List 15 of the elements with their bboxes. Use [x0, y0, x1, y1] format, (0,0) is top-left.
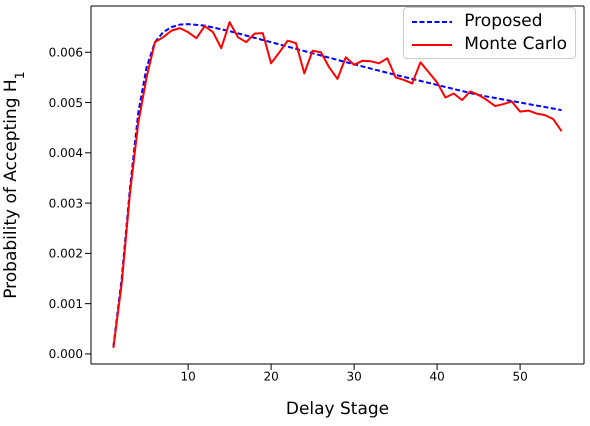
x-tick-label: 50	[512, 370, 528, 384]
legend-label: Monte Carlo	[464, 33, 567, 56]
y-tick-label: 0.001	[48, 296, 83, 311]
y-tick-label: 0.006	[48, 46, 83, 60]
x-axis-title: Delay Stage	[286, 399, 390, 419]
y-tick-label: 0.005	[48, 96, 83, 110]
x-tick-label: 30	[346, 370, 362, 384]
x-tick-label: 10	[180, 370, 196, 384]
y-tick-label: 0.000	[48, 347, 83, 362]
x-tick-label: 20	[263, 370, 279, 384]
y-tick-label: 0.004	[48, 146, 83, 160]
x-tick-label: 40	[429, 370, 445, 384]
legend-label: Proposed	[464, 10, 542, 33]
y-tick-label: 0.002	[48, 246, 83, 261]
y-tick-label: 0.003	[48, 196, 83, 210]
